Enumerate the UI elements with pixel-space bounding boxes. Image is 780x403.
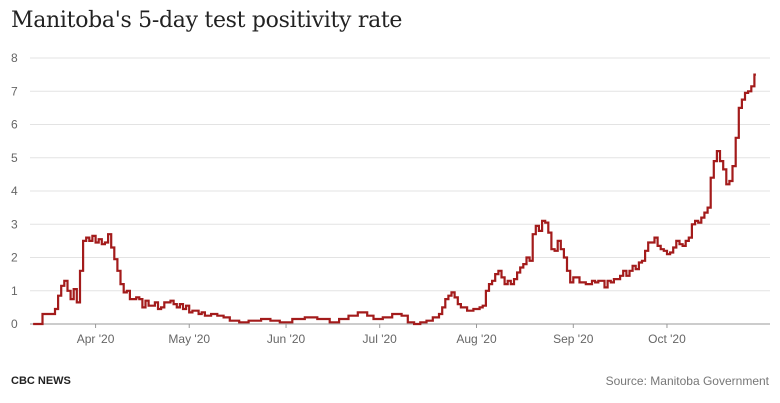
x-tick-label: Jun '20: [267, 332, 306, 346]
brand-label: CBC NEWS: [11, 375, 71, 387]
source-label: Source: Manitoba Government: [605, 374, 769, 388]
x-tick-label: Oct '20: [648, 332, 686, 346]
chart-title: Manitoba's 5-day test positivity rate: [11, 8, 403, 33]
x-tick-label: May '20: [168, 332, 210, 346]
y-tick-label: 0: [11, 317, 18, 331]
x-axis-labels: Apr '20 May '20 Jun '20 Jul '20 Aug '20 Sep '…: [77, 324, 686, 346]
grid-lines: [30, 57, 770, 325]
x-tick-label: Sep '20: [553, 332, 594, 346]
x-tick-label: Jul '20: [363, 332, 398, 346]
x-tick-label: Aug '20: [456, 332, 497, 346]
y-tick-label: 3: [11, 217, 18, 231]
y-tick-label: 6: [11, 118, 18, 132]
series-layer: [33, 73, 756, 326]
y-tick-label: 5: [11, 151, 18, 165]
y-axis-labels: 0 1 2 3 4 5 6 7 8: [11, 51, 18, 331]
x-tick-label: Apr '20: [77, 332, 115, 346]
y-tick-label: 2: [11, 251, 18, 265]
y-tick-label: 8: [11, 51, 18, 65]
y-tick-label: 1: [11, 284, 18, 298]
series-line-0: [33, 73, 756, 326]
y-tick-label: 7: [11, 84, 18, 98]
y-tick-label: 4: [11, 184, 18, 198]
